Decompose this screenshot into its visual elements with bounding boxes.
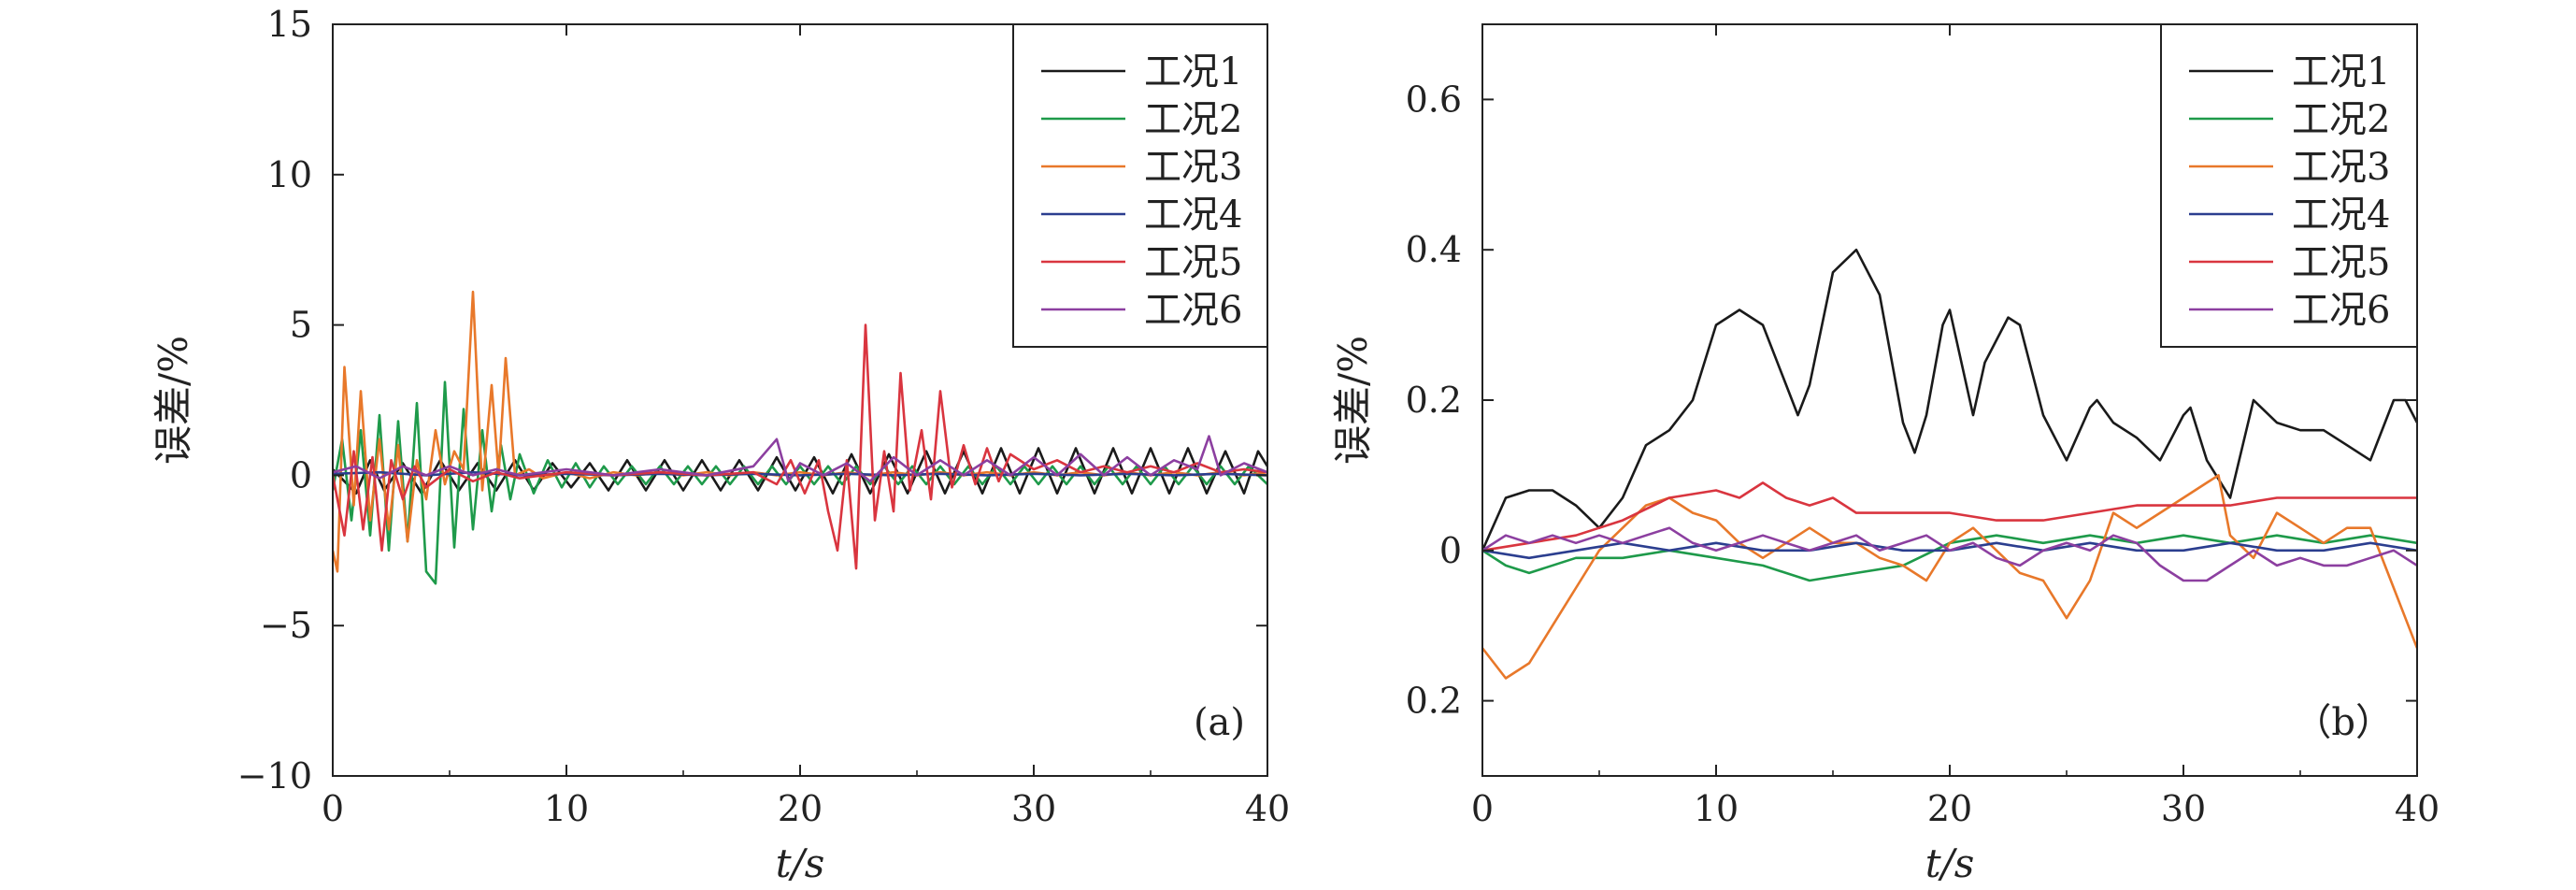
legend-box: [1012, 23, 1268, 348]
y-tick-label: 0.2: [1406, 380, 1462, 421]
legend-label-2: 工况2: [2292, 98, 2390, 141]
series-line-5: [1482, 481, 2417, 553]
y-tick-label: −5: [260, 605, 312, 646]
legend-label-1: 工况1: [1144, 50, 1242, 93]
legend-label-2: 工况2: [1144, 98, 1242, 141]
y-tick-label: 0.2: [1406, 681, 1462, 722]
y-axis-title: 误差/%: [1330, 336, 1376, 465]
legend-label-3: 工况3: [1144, 146, 1242, 189]
chart-panel-a: 0 10 20 30 40−10−5051015t/s误差/%(a)工况1工况2工况3工…: [150, 4, 1290, 886]
x-tick-label: 40: [1245, 788, 1290, 829]
series-line-4: [333, 470, 1267, 477]
y-tick-label: 0.4: [1406, 229, 1462, 270]
series-line-2: [1482, 534, 2417, 582]
series-line-5: [333, 323, 1267, 570]
series-group: [333, 290, 1267, 585]
series-line-6: [1482, 526, 2417, 582]
legend-label-5: 工况5: [2292, 241, 2390, 284]
series-group: [1482, 248, 2417, 680]
series-line-3: [1482, 474, 2417, 680]
legend-label-6: 工况6: [1144, 289, 1242, 332]
panel-label: （b）: [2294, 701, 2393, 744]
legend-box: [2160, 23, 2418, 348]
x-axis-title: t/s: [1925, 840, 1975, 886]
x-axis-title: t/s: [776, 840, 825, 886]
y-tick-label: −10: [237, 755, 312, 797]
chart-panel-b: 0 10 20 30 400.200.20.40.6t/s误差/%（b）工况1工况2工况…: [1330, 23, 2440, 886]
y-axis-title: 误差/%: [150, 336, 196, 465]
y-tick-label: 0: [290, 454, 312, 495]
y-tick-label: 0: [1439, 530, 1462, 571]
x-tick-label: 10: [544, 788, 589, 829]
series-line-1: [333, 447, 1267, 495]
legend-label-6: 工况6: [2292, 289, 2390, 332]
legend-label-5: 工况5: [1144, 241, 1242, 284]
x-tick-label: 30: [2161, 788, 2206, 829]
x-tick-label: 20: [778, 788, 823, 829]
y-tick-label: 5: [290, 305, 312, 346]
y-tick-label: 15: [267, 4, 312, 45]
x-tick-label: 10: [1694, 788, 1739, 829]
x-tick-label: 40: [2395, 788, 2440, 829]
y-tick-label: 10: [267, 154, 312, 195]
x-tick-label: 0: [322, 788, 344, 829]
y-tick-label: 0.6: [1406, 79, 1462, 120]
legend-label-1: 工况1: [2292, 50, 2390, 93]
x-tick-label: 30: [1011, 788, 1056, 829]
panel-label: (a): [1194, 701, 1245, 744]
series-line-2: [333, 380, 1267, 585]
x-tick-label: 0: [1471, 788, 1494, 829]
x-tick-label: 20: [1927, 788, 1972, 829]
series-line-1: [1482, 248, 2417, 552]
legend-label-4: 工况4: [2292, 194, 2390, 237]
legend-label-3: 工况3: [2292, 146, 2390, 189]
legend-label-4: 工况4: [1144, 194, 1242, 237]
series-line-6: [333, 435, 1267, 483]
